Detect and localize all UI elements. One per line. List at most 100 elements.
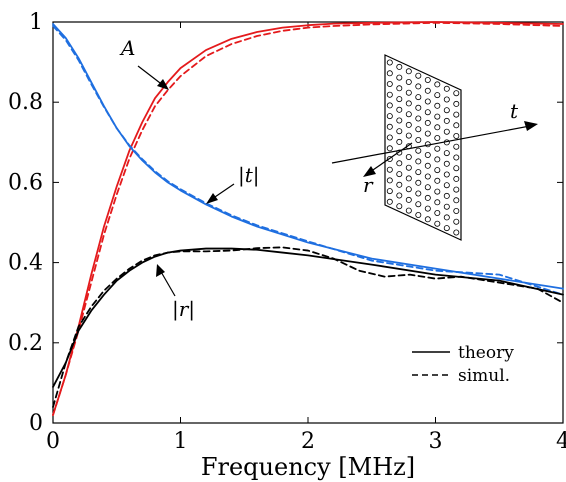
- plate-hole: [453, 90, 460, 97]
- plate-hole: [396, 128, 403, 135]
- transmitted-arrowhead: [524, 121, 538, 131]
- plate-hole: [424, 205, 431, 212]
- plate-hole: [453, 122, 460, 129]
- plate-hole: [396, 160, 403, 167]
- label-a: A: [119, 36, 135, 60]
- plate-hole: [386, 123, 393, 130]
- plate-hole: [396, 203, 403, 210]
- plate-hole: [386, 113, 393, 120]
- plate-hole: [405, 111, 412, 118]
- plate-hole: [405, 89, 412, 96]
- x-tick-label: 3: [429, 429, 443, 454]
- plate-hole: [424, 173, 431, 180]
- plate-hole: [396, 85, 403, 92]
- plate-hole: [405, 207, 412, 214]
- series-layer: [52, 21, 564, 416]
- y-tick-label: 0: [29, 411, 43, 436]
- plate-hole: [386, 177, 393, 184]
- plate-hole: [396, 181, 403, 188]
- plate-hole: [396, 74, 403, 81]
- transmitted-arrow: [331, 125, 531, 164]
- legend: theory simul.: [412, 343, 514, 386]
- plate-hole: [434, 92, 441, 99]
- plate-holes: [386, 59, 460, 236]
- plate-hole: [405, 68, 412, 75]
- legend-label-simul: simul.: [458, 366, 510, 386]
- x-axis-label: Frequency [MHz]: [201, 453, 415, 481]
- plate-hole: [396, 138, 403, 145]
- plate-hole: [443, 117, 450, 124]
- plate-hole: [434, 188, 441, 195]
- plate-hole: [396, 63, 403, 70]
- arrow-r: [159, 269, 176, 297]
- plate-hole: [443, 107, 450, 114]
- plate-hole: [453, 132, 460, 139]
- plate-hole: [443, 128, 450, 135]
- perforated-plate-schematic: [331, 54, 538, 241]
- plot-area: [52, 21, 564, 424]
- plate-hole: [396, 96, 403, 103]
- plate-hole: [386, 166, 393, 173]
- plate-hole: [415, 83, 422, 90]
- plate-hole: [434, 167, 441, 174]
- plate-hole: [453, 207, 460, 214]
- plate-hole: [396, 171, 403, 178]
- plate-hole: [396, 117, 403, 124]
- plate-hole: [453, 111, 460, 118]
- arrow-a: [137, 65, 165, 87]
- plate-hole: [434, 209, 441, 216]
- plate-hole: [405, 79, 412, 86]
- plate-hole: [415, 169, 422, 176]
- plate-hole: [453, 218, 460, 225]
- y-tick-label: 0.6: [8, 170, 43, 195]
- plate-hole: [415, 190, 422, 197]
- x-tick-label: 1: [174, 429, 188, 454]
- plate-hole: [443, 85, 450, 92]
- legend-label-theory: theory: [458, 343, 514, 363]
- plate-hole: [424, 162, 431, 169]
- plate-hole: [443, 171, 450, 178]
- plate-hole: [386, 91, 393, 98]
- arrow-a-head: [157, 79, 169, 90]
- reflected-arrowhead: [363, 166, 376, 177]
- y-tick-label: 0.8: [8, 90, 43, 115]
- plate-hole: [424, 184, 431, 191]
- plate-hole: [415, 104, 422, 111]
- plate-hole: [434, 156, 441, 163]
- plate-hole: [415, 158, 422, 165]
- plate-hole: [434, 220, 441, 227]
- plate-hole: [453, 197, 460, 204]
- annotation-arrows: [137, 65, 235, 297]
- x-tick-label: 2: [301, 429, 315, 454]
- arrow-t-head: [206, 193, 218, 204]
- plate-hole: [396, 192, 403, 199]
- plate-hole: [443, 203, 450, 210]
- plate-hole: [415, 126, 422, 133]
- plate-hole: [434, 177, 441, 184]
- plate-hole: [424, 109, 431, 116]
- plate-hole: [424, 151, 431, 158]
- transmission-simul-line: [52, 25, 564, 296]
- plate-hole: [434, 102, 441, 109]
- plate-hole: [453, 154, 460, 161]
- plate-hole: [453, 100, 460, 107]
- plate-hole: [453, 175, 460, 182]
- plate-hole: [405, 175, 412, 182]
- plate-hole: [424, 216, 431, 223]
- plate-hole: [405, 153, 412, 160]
- plate-hole: [434, 81, 441, 88]
- plate-hole: [405, 132, 412, 139]
- plate-hole: [434, 134, 441, 141]
- plate-hole: [405, 121, 412, 128]
- plate-hole: [453, 186, 460, 193]
- label-r: r: [363, 173, 374, 197]
- plate-hole: [405, 196, 412, 203]
- plate-hole: [386, 188, 393, 195]
- plate-hole: [434, 124, 441, 131]
- plate-hole: [443, 150, 450, 157]
- plate-hole: [424, 130, 431, 137]
- plate-hole: [443, 214, 450, 221]
- plate-outline: [384, 54, 462, 241]
- label-t-mag: |t|: [238, 163, 260, 188]
- plate-hole: [405, 164, 412, 171]
